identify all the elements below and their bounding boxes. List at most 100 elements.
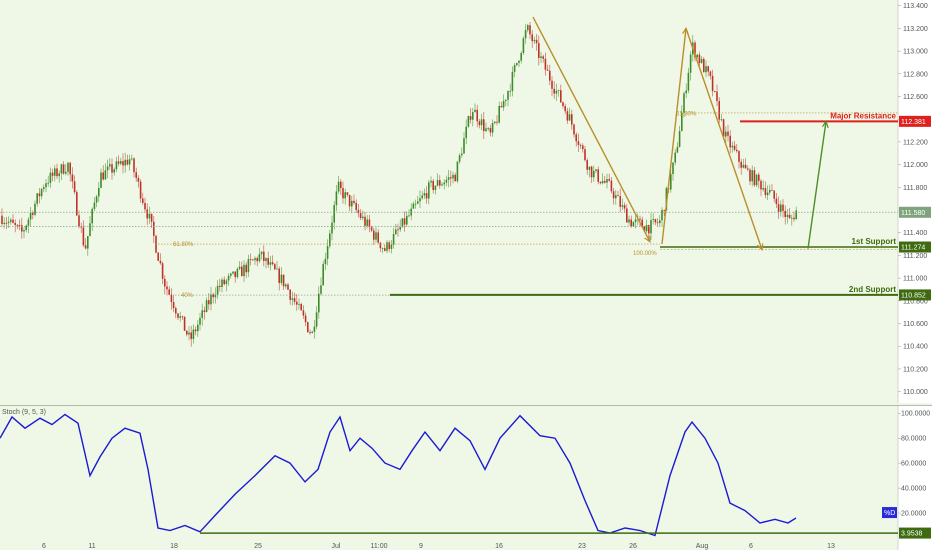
candle-body xyxy=(632,221,635,227)
candle-body xyxy=(520,52,522,61)
candle-body xyxy=(714,91,716,92)
candle-body xyxy=(659,220,661,224)
candle-body xyxy=(335,191,338,206)
candle-body xyxy=(386,242,388,251)
candle-body xyxy=(769,189,771,193)
candle-body xyxy=(654,219,657,223)
candle-body xyxy=(758,174,760,181)
candle-body xyxy=(623,205,626,209)
candle-body xyxy=(80,226,82,228)
candle-body xyxy=(399,227,401,230)
candle-body xyxy=(610,180,613,192)
candle-body xyxy=(392,234,395,245)
candle-body xyxy=(703,58,705,73)
candle-body xyxy=(379,242,382,249)
candle-body xyxy=(249,259,252,260)
candle-body xyxy=(450,177,452,179)
candle-body xyxy=(212,294,214,298)
candle-body xyxy=(370,227,373,231)
x-tick-label: 26 xyxy=(629,543,637,550)
candle-body xyxy=(621,205,624,207)
candle-body xyxy=(487,128,489,129)
candle-body xyxy=(650,220,652,234)
candle-body xyxy=(634,219,637,222)
candle-body xyxy=(700,58,703,63)
candle-body xyxy=(159,260,162,264)
candle-body xyxy=(722,119,725,137)
candle-body xyxy=(441,184,443,186)
price-tag-0 xyxy=(899,115,931,127)
candle-body xyxy=(223,279,225,285)
fib-label: 40% xyxy=(181,293,194,299)
candle-body xyxy=(117,161,120,164)
candle-body xyxy=(346,192,349,195)
candle-body xyxy=(183,316,186,331)
price-tick-label: 111.800 xyxy=(903,185,927,192)
candle-body xyxy=(340,181,342,189)
candle-body xyxy=(531,34,533,42)
price-tick-label: 110.600 xyxy=(903,321,928,328)
stoch-d-line xyxy=(0,413,797,537)
candle-body xyxy=(221,279,223,287)
candle-body xyxy=(78,215,80,227)
candle-body xyxy=(304,315,307,323)
candle-body xyxy=(716,91,718,102)
candle-body xyxy=(93,202,96,209)
candle-body xyxy=(498,105,500,123)
candle-body xyxy=(137,177,140,182)
candle-body xyxy=(263,251,265,262)
candle-body xyxy=(606,179,608,183)
candle-body xyxy=(608,179,610,181)
candle-body xyxy=(21,225,23,232)
candle-body xyxy=(643,226,646,232)
price-chart[interactable]: 113.400113.200113.000112.800112.600112.4… xyxy=(0,0,932,405)
arrow-up-target xyxy=(807,121,826,249)
candle-body xyxy=(709,71,712,76)
candle-body xyxy=(439,180,441,186)
x-tick-label: 6 xyxy=(42,543,46,550)
candle-body xyxy=(793,217,795,220)
candle-body xyxy=(161,263,164,279)
candle-body xyxy=(571,114,573,125)
arrow-up-1 xyxy=(661,28,686,245)
candle-body xyxy=(45,183,47,188)
x-tick-label: Jul xyxy=(332,543,341,550)
candle-body xyxy=(421,195,423,199)
stoch-legend-badge xyxy=(882,507,897,519)
candle-body xyxy=(681,112,683,132)
candle-body xyxy=(236,268,239,278)
major-resistance-label: Major Resistance xyxy=(830,111,896,120)
candle-body xyxy=(10,219,12,222)
candle-body xyxy=(511,71,514,92)
stochastic-chart[interactable]: Stoch (9, 5, 3) 100.0000 80.0000 60.0000 40.… xyxy=(0,405,932,550)
price-tick-label: 110.400 xyxy=(903,344,928,351)
price-tick-label: 111.000 xyxy=(903,276,927,283)
candle-body xyxy=(62,164,65,174)
candle-body xyxy=(733,145,736,150)
x-tick-label: 6 xyxy=(749,543,753,550)
candle-body xyxy=(513,65,516,72)
candle-body xyxy=(766,192,769,196)
candle-body xyxy=(381,248,384,249)
candle-body xyxy=(265,258,267,262)
candle-body xyxy=(601,180,604,184)
candle-body xyxy=(729,135,731,148)
candle-body xyxy=(390,244,393,249)
candle-body xyxy=(320,285,322,294)
candle-body xyxy=(551,80,553,89)
candle-body xyxy=(388,242,390,249)
osc-tick-label: 80.0000 xyxy=(901,436,926,443)
candle-body xyxy=(784,210,786,217)
candle-body xyxy=(322,264,324,286)
candle-body xyxy=(344,192,346,199)
candle-body xyxy=(243,264,245,277)
candle-body xyxy=(133,158,135,173)
candle-body xyxy=(762,188,764,190)
candle-body xyxy=(568,114,571,121)
candle-body xyxy=(496,121,498,123)
candle-body xyxy=(102,172,104,180)
candle-body xyxy=(366,219,368,226)
candle-body xyxy=(617,195,619,197)
candle-body xyxy=(522,38,525,53)
